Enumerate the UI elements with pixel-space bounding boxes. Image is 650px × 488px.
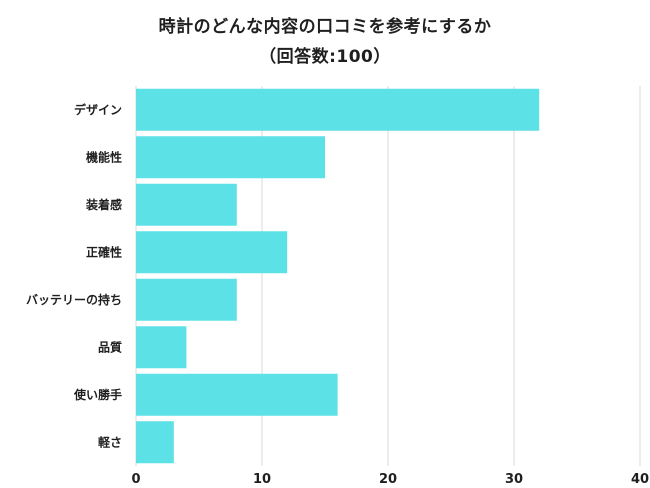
x-tick-labels: 0 10 20 30 40 bbox=[131, 472, 649, 487]
bars bbox=[136, 88, 540, 464]
bar-6 bbox=[136, 326, 187, 369]
x-tick-label-40: 40 bbox=[631, 472, 649, 487]
x-tick-label-20: 20 bbox=[379, 472, 397, 487]
category-label-8: 軽さ bbox=[98, 434, 122, 449]
chart-title: 時計のどんな内容の口コミを参考にするか bbox=[158, 17, 492, 37]
bar-8 bbox=[136, 421, 174, 464]
category-label-2: 機能性 bbox=[86, 149, 122, 164]
chart-subtitle: （回答数:100） bbox=[259, 47, 391, 67]
x-tick-label-0: 0 bbox=[131, 472, 140, 487]
bar-3 bbox=[136, 183, 237, 226]
x-tick-label-30: 30 bbox=[505, 472, 523, 487]
bar-2 bbox=[136, 136, 325, 179]
bar-4 bbox=[136, 231, 288, 274]
category-label-4: 正確性 bbox=[86, 244, 122, 259]
category-label-7: 使い勝手 bbox=[73, 387, 122, 402]
bar-7 bbox=[136, 373, 338, 416]
category-label-1: デザイン bbox=[74, 102, 122, 117]
bar-1 bbox=[136, 88, 540, 131]
category-label-3: 装着感 bbox=[85, 197, 122, 212]
category-label-5: バッテリーの持ち bbox=[26, 292, 122, 307]
bar-5 bbox=[136, 278, 237, 321]
category-label-6: 品質 bbox=[98, 339, 122, 354]
x-tick-label-10: 10 bbox=[253, 472, 271, 487]
